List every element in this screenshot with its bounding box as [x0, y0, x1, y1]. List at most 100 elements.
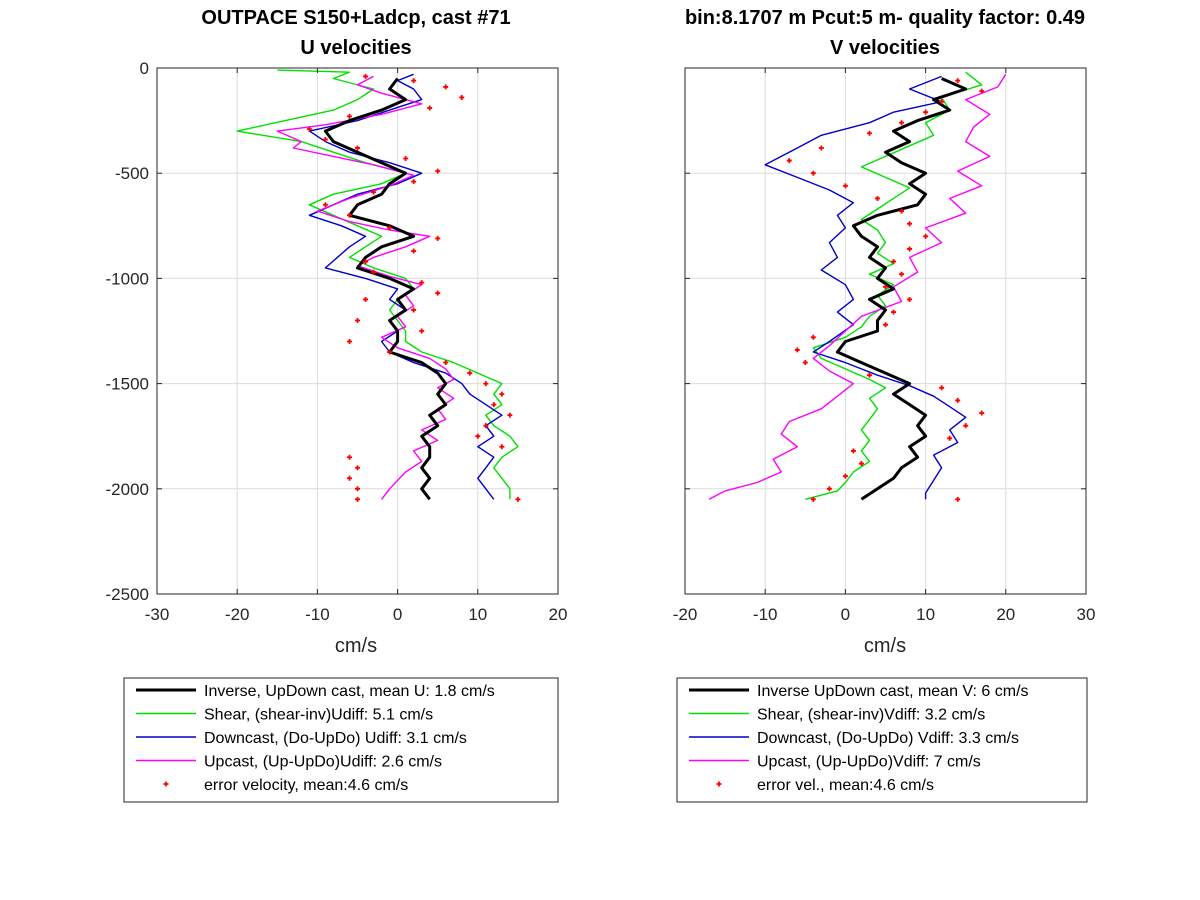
right-x-tick-label: 20	[996, 605, 1015, 624]
right-error-marker	[866, 372, 872, 378]
right-error-marker	[923, 109, 929, 115]
right-chart-title: bin:8.1707 m Pcut:5 m- quality factor: 0…	[685, 7, 1085, 29]
left-error-marker	[346, 339, 352, 345]
right-error-marker	[979, 410, 985, 416]
right-error-marker	[923, 233, 929, 239]
right-plot-series	[708, 71, 1007, 502]
right-error-marker	[858, 461, 864, 467]
right-x-tick-label: -20	[673, 605, 698, 624]
right-legend-box	[676, 677, 1088, 803]
right-error-marker	[955, 496, 961, 502]
right-legend-label: Upcast, (Up-UpDo)Vdiff: 7 cm/s	[757, 754, 981, 771]
right-legend: Inverse UpDown cast, mean V: 6 cm/s Shear…	[676, 677, 1088, 803]
left-y-tick-label: -1500	[106, 375, 149, 394]
right-error-marker	[842, 183, 848, 189]
left-error-marker	[483, 381, 489, 387]
left-y-tick-label: -2000	[106, 480, 149, 499]
left-error-marker	[363, 296, 369, 302]
left-error-marker	[411, 248, 417, 254]
right-plot-frame	[684, 67, 1087, 595]
left-error-marker	[499, 391, 505, 397]
left-error-markers	[306, 73, 521, 502]
left-error-marker	[403, 155, 409, 161]
left-error-marker	[491, 402, 497, 408]
right-series-line-3	[708, 73, 1007, 500]
left-error-marker	[459, 94, 465, 100]
left-series-line-0	[323, 77, 448, 501]
right-error-marker	[939, 385, 945, 391]
right-error-marker	[826, 486, 832, 492]
left-y-tick-label: 0	[140, 59, 149, 78]
left-error-marker	[411, 307, 417, 313]
left-legend-label: Downcast, (Do-UpDo) Udiff: 3.1 cm/s	[204, 730, 467, 747]
left-legend-label: Upcast, (Up-UpDo)Udiff: 2.6 cm/s	[204, 754, 442, 771]
right-x-tick-label: -10	[753, 605, 778, 624]
right-error-marker	[939, 99, 945, 105]
right-series-line-2	[764, 75, 967, 500]
right-error-marker	[891, 309, 897, 315]
right-error-marker	[891, 259, 897, 265]
right-error-marker	[955, 397, 961, 403]
left-error-marker	[322, 137, 328, 143]
left-error-marker	[355, 465, 360, 471]
right-x-tick-label: 10	[916, 605, 935, 624]
right-series-group	[708, 71, 1007, 502]
left-error-marker	[363, 259, 369, 265]
left-error-marker	[499, 444, 505, 450]
left-y-tick-label: -1000	[106, 269, 149, 288]
left-error-marker	[355, 317, 360, 323]
left-error-marker	[467, 370, 473, 376]
left-legend-box	[123, 677, 559, 803]
left-legend-label: error velocity, mean:4.6 cm/s	[204, 777, 408, 794]
right-error-marker	[810, 496, 816, 502]
right-legend-swatch	[716, 781, 722, 787]
left-plot-ticks: -30 -20 -10 0 10 20 0 -500 -1000 -1500 -2000 -2500	[106, 59, 568, 624]
right-error-marker	[850, 448, 856, 454]
left-y-tick-label: -2500	[106, 585, 149, 604]
right-legend-label: error vel., mean:4.6 cm/s	[757, 777, 934, 794]
right-error-marker	[907, 296, 913, 302]
left-error-marker	[435, 168, 441, 174]
right-error-marker	[794, 347, 800, 353]
left-legend-label: Inverse, UpDown cast, mean U: 1.8 cm/s	[204, 683, 495, 700]
right-error-marker	[842, 473, 848, 479]
left-x-tick-label: 20	[549, 605, 568, 624]
left-error-marker	[427, 105, 433, 111]
right-error-marker	[899, 120, 905, 126]
left-error-marker	[363, 73, 369, 79]
left-error-marker	[443, 360, 449, 366]
left-error-marker	[411, 78, 417, 84]
left-error-marker	[387, 225, 393, 231]
left-error-marker	[371, 269, 377, 275]
left-error-marker	[483, 423, 489, 429]
left-error-marker	[346, 454, 352, 460]
left-x-tick-label: -30	[145, 605, 170, 624]
right-error-marker	[874, 195, 880, 201]
right-legend-label: Inverse UpDown cast, mean V: 6 cm/s	[757, 683, 1029, 700]
left-error-marker	[346, 113, 352, 119]
right-x-tick-label: 0	[841, 605, 850, 624]
left-error-marker	[306, 126, 312, 132]
right-error-marker	[907, 246, 913, 252]
right-x-tick-label: 30	[1077, 605, 1096, 624]
left-x-tick-label: -10	[305, 605, 330, 624]
left-error-marker	[355, 496, 360, 502]
right-error-marker	[955, 78, 961, 84]
left-y-tick-label: -500	[115, 164, 149, 183]
right-legend-label: Downcast, (Do-UpDo) Vdiff: 3.3 cm/s	[757, 730, 1019, 747]
left-error-marker	[387, 349, 393, 355]
right-error-marker	[818, 145, 824, 151]
left-error-marker	[355, 145, 360, 151]
right-chart-subtitle: V velocities	[830, 37, 940, 59]
right-error-marker	[786, 158, 792, 164]
right-series-line-1	[805, 71, 983, 500]
left-x-tick-label: 10	[468, 605, 487, 624]
left-plot-series	[236, 69, 521, 502]
left-error-marker	[411, 179, 417, 185]
left-error-marker	[515, 496, 521, 502]
right-error-marker	[947, 435, 953, 441]
left-x-tick-label: 0	[393, 605, 402, 624]
left-error-marker	[507, 412, 513, 418]
left-error-marker	[435, 235, 441, 241]
